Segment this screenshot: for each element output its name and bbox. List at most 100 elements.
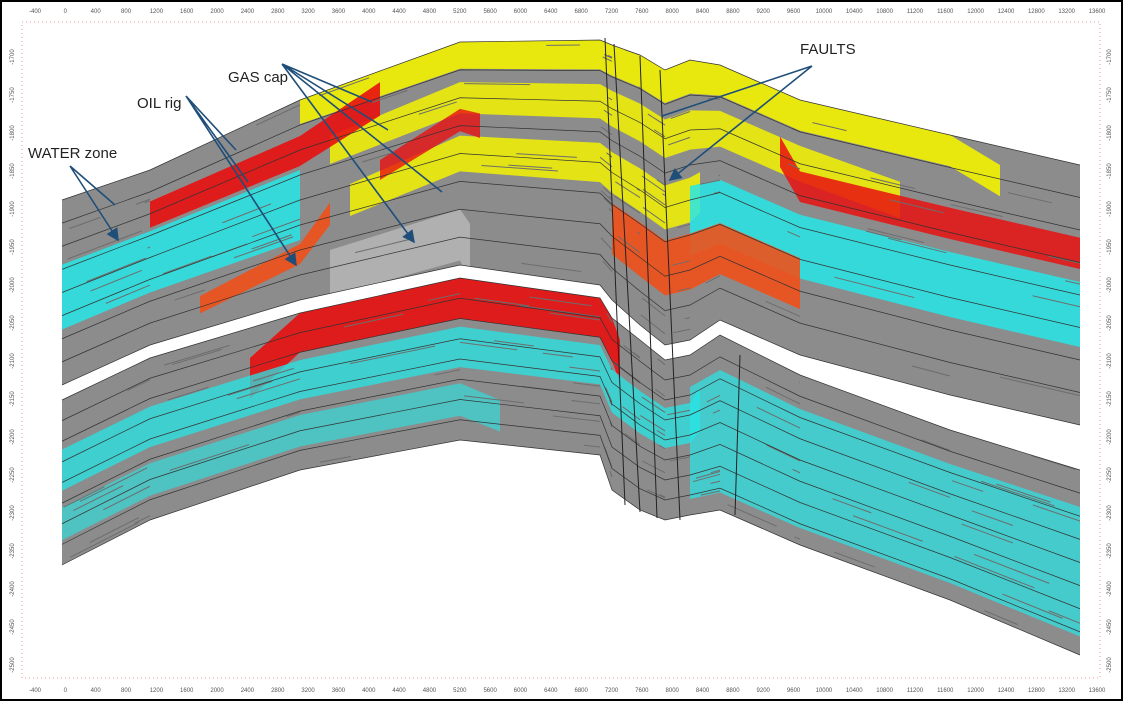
- x-tick-label: 1600: [180, 9, 194, 15]
- x-tick-label: 12800: [1028, 9, 1045, 15]
- y-tick-label: -1850: [10, 163, 16, 179]
- x-tick-label: 11200: [907, 688, 924, 694]
- x-tick-label: 8000: [666, 9, 680, 15]
- x-tick-label: 6400: [544, 688, 558, 694]
- y-tick-label: -2350: [10, 543, 16, 559]
- x-tick-label: 4400: [392, 9, 406, 15]
- y-tick-label: -2150: [1107, 391, 1113, 407]
- y-tick-label: -2100: [1107, 353, 1113, 369]
- y-tick-label: -2200: [10, 429, 16, 445]
- x-tick-label: 10800: [876, 9, 893, 15]
- figure: -400-40000400400800800120012001600160020…: [0, 0, 1123, 701]
- x-tick-label: 10000: [816, 688, 833, 694]
- x-tick-label: 1200: [150, 9, 164, 15]
- y-tick-label: -2050: [10, 315, 16, 331]
- annotation: OIL rig: [137, 95, 181, 112]
- y-tick-label: -2500: [1107, 657, 1113, 673]
- x-tick-label: 12400: [998, 688, 1015, 694]
- x-tick-label: 2400: [241, 9, 255, 15]
- x-tick-label: 12000: [967, 688, 984, 694]
- y-tick-label: -1850: [1107, 163, 1113, 179]
- y-tick-label: -1750: [10, 87, 16, 103]
- x-tick-label: 5600: [483, 688, 497, 694]
- x-tick-label: 5200: [453, 9, 467, 15]
- x-tick-label: 4000: [362, 688, 376, 694]
- y-tick-label: -2000: [1107, 277, 1113, 293]
- y-tick-label: -1950: [1107, 239, 1113, 255]
- x-tick-label: 8800: [726, 688, 740, 694]
- y-tick-label: -1900: [10, 201, 16, 217]
- x-tick-label: 8000: [666, 688, 680, 694]
- x-tick-label: 7600: [635, 9, 649, 15]
- x-tick-label: 9200: [757, 688, 771, 694]
- x-tick-label: 12000: [967, 9, 984, 15]
- y-tick-label: -2100: [10, 353, 16, 369]
- x-tick-label: 7200: [605, 688, 619, 694]
- x-tick-label: 10000: [816, 9, 833, 15]
- x-tick-label: 2400: [241, 688, 255, 694]
- x-tick-label: 7600: [635, 688, 649, 694]
- y-tick-label: -2350: [1107, 543, 1113, 559]
- streak: [639, 87, 640, 88]
- x-tick-label: 13600: [1089, 9, 1106, 15]
- x-tick-label: 9200: [757, 9, 771, 15]
- y-tick-label: -2500: [10, 657, 16, 673]
- x-tick-label: 11600: [937, 688, 954, 694]
- x-tick-label: 800: [121, 688, 132, 694]
- y-tick-label: -1800: [1107, 125, 1113, 141]
- x-tick-label: 6400: [544, 9, 558, 15]
- x-tick-label: 10400: [846, 9, 863, 15]
- x-tick-label: 6800: [574, 688, 588, 694]
- x-tick-label: 400: [91, 688, 102, 694]
- x-tick-label: 6000: [514, 9, 528, 15]
- x-tick-label: 4000: [362, 9, 376, 15]
- y-tick-label: -1800: [10, 125, 16, 141]
- x-tick-label: -400: [29, 9, 42, 15]
- x-tick-label: 9600: [787, 9, 801, 15]
- x-tick-label: 4800: [423, 688, 437, 694]
- x-tick-label: 3200: [301, 688, 315, 694]
- y-tick-label: -1700: [10, 49, 16, 65]
- x-tick-label: 2800: [271, 9, 285, 15]
- y-tick-label: -2050: [1107, 315, 1113, 331]
- x-tick-label: 10400: [846, 688, 863, 694]
- y-tick-label: -1700: [1107, 49, 1113, 65]
- x-tick-label: 8800: [726, 9, 740, 15]
- x-tick-label: 8400: [696, 688, 710, 694]
- y-tick-label: -2300: [10, 505, 16, 521]
- x-tick-label: 1600: [180, 688, 194, 694]
- y-tick-label: -2400: [10, 581, 16, 597]
- x-tick-label: 11600: [937, 9, 954, 15]
- x-tick-label: 6000: [514, 688, 528, 694]
- y-tick-label: -2400: [1107, 581, 1113, 597]
- x-tick-label: 800: [121, 9, 132, 15]
- x-tick-label: 2000: [210, 688, 224, 694]
- x-tick-label: 3600: [332, 688, 346, 694]
- x-tick-label: 7200: [605, 9, 619, 15]
- y-tick-label: -1750: [1107, 87, 1113, 103]
- y-tick-label: -2250: [1107, 467, 1113, 483]
- y-tick-label: -2450: [10, 619, 16, 635]
- x-tick-label: 12800: [1028, 688, 1045, 694]
- x-tick-label: 13200: [1058, 9, 1075, 15]
- annotation: FAULTS: [800, 41, 856, 58]
- x-tick-label: 8400: [696, 9, 710, 15]
- y-tick-label: -1900: [1107, 201, 1113, 217]
- x-tick-label: 2800: [271, 688, 285, 694]
- x-tick-label: 5600: [483, 9, 497, 15]
- y-tick-label: -2300: [1107, 505, 1113, 521]
- x-tick-label: 3200: [301, 9, 315, 15]
- x-tick-label: 2000: [210, 9, 224, 15]
- y-tick-label: -2150: [10, 391, 16, 407]
- x-tick-label: 1200: [150, 688, 164, 694]
- x-tick-label: 10800: [876, 688, 893, 694]
- x-tick-label: 3600: [332, 9, 346, 15]
- y-tick-label: -1950: [10, 239, 16, 255]
- x-tick-label: 11200: [907, 9, 924, 15]
- x-tick-label: 9600: [787, 688, 801, 694]
- y-tick-label: -2000: [10, 277, 16, 293]
- x-tick-label: 13200: [1058, 688, 1075, 694]
- y-tick-label: -2200: [1107, 429, 1113, 445]
- annotation: WATER zone: [28, 145, 117, 162]
- x-tick-label: 12400: [998, 9, 1015, 15]
